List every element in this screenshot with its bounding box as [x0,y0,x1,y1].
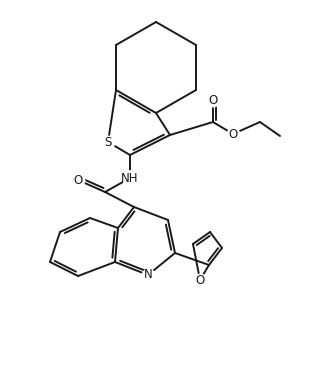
Text: O: O [195,273,205,287]
Text: NH: NH [121,171,139,184]
Text: N: N [144,269,152,282]
Text: O: O [208,93,218,106]
Text: O: O [228,127,238,141]
Text: S: S [104,135,112,149]
Text: O: O [73,173,83,187]
